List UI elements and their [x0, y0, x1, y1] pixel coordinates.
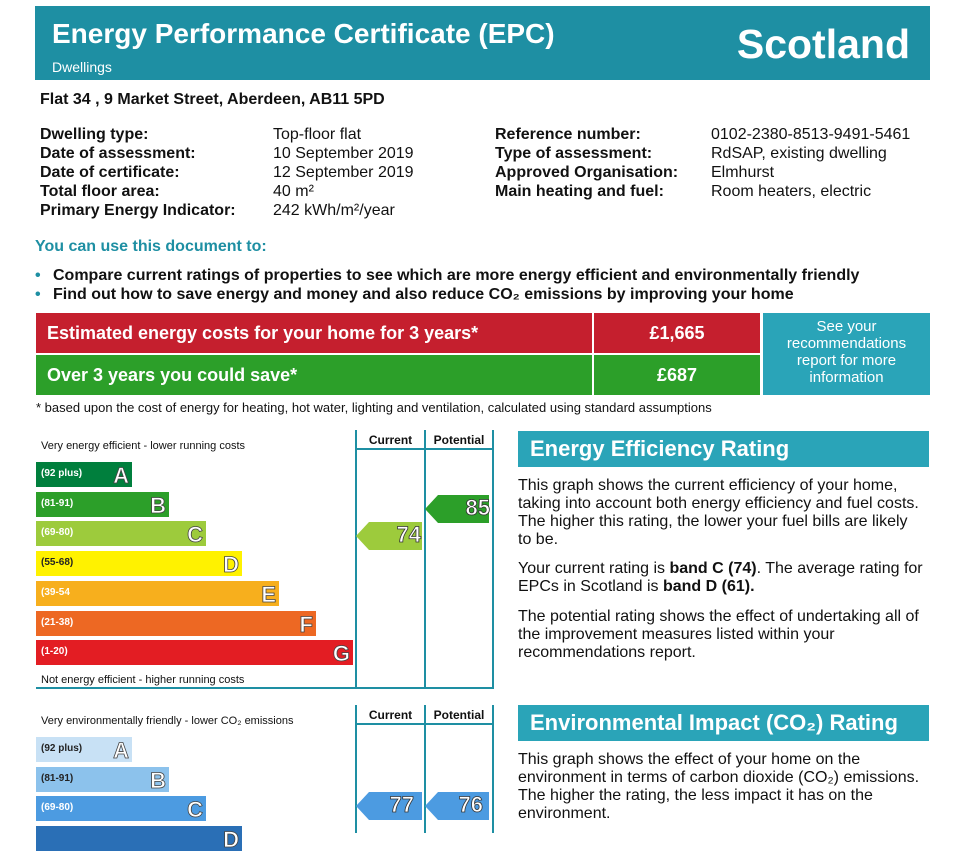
detail-label: Total floor area: [40, 183, 160, 200]
savings-label: Over 3 years you could save* [47, 365, 298, 385]
detail-label: Reference number: [495, 126, 641, 143]
property-address: Flat 34 , 9 Market Street, Aberdeen, AB1… [40, 91, 385, 108]
band-range: (69-80) [41, 527, 74, 539]
detail-value: 40 m² [273, 183, 314, 200]
detail-value: Room heaters, electric [711, 183, 872, 200]
env-potential-rating-arrow [425, 792, 489, 820]
eir-heading: Environmental Impact (CO₂) Rating [518, 705, 929, 741]
rating-band-b: (81-91) B [36, 491, 169, 518]
energy-efficiency-chart: Very energy efficient - lower running co… [36, 430, 496, 692]
band-letter: A [113, 463, 130, 489]
col-current-header: Current [368, 433, 413, 447]
page-title: Energy Performance Certificate (EPC) [52, 18, 555, 49]
col-potential-header: Potential [433, 433, 485, 447]
band-range: (1-20) [41, 646, 68, 658]
env-col-current-header: Current [368, 708, 413, 722]
detail-label: Dwelling type: [40, 126, 149, 143]
rating-band-g: (1-20) G [36, 640, 353, 667]
detail-value: Elmhurst [711, 164, 775, 181]
potential-rating-value: 85 [465, 495, 490, 521]
detail-value: Top-floor flat [273, 126, 362, 143]
detail-label: Date of assessment: [40, 145, 196, 162]
band-letter: C [187, 797, 204, 823]
rating-band-a: (92 plus) A [36, 462, 132, 489]
estimated-costs-value: £1,665 [594, 313, 760, 353]
band-range: (92 plus) [41, 468, 83, 479]
band-letter: F [299, 611, 313, 637]
env-current-rating-arrow [356, 792, 422, 820]
savings-value: £687 [594, 355, 760, 395]
rating-band-f: (21-38) F [36, 610, 316, 637]
estimated-costs-label: Estimated energy costs for your home for… [47, 323, 479, 343]
detail-label: Primary Energy Indicator: [40, 202, 236, 219]
recommendations-note: See your recommendations report for more… [763, 313, 930, 395]
country-label: Scotland [736, 21, 910, 67]
detail-value: 10 September 2019 [273, 145, 414, 162]
band-range: (92 plus) [41, 743, 83, 754]
env-col-potential-header: Potential [433, 708, 485, 722]
eir-paragraph-1: This graph shows the effect of your home… [518, 751, 920, 822]
detail-label: Main heating and fuel: [495, 183, 664, 200]
detail-label: Type of assessment: [495, 145, 653, 162]
bullet-list: • Compare current ratings of properties t… [35, 266, 859, 304]
eer-heading: Energy Efficiency Rating [518, 431, 929, 467]
eer-paragraph-2: Your current rating is band C (74). The … [518, 560, 923, 595]
band-letter: G [332, 641, 350, 667]
rating-band-d: D [36, 826, 242, 853]
current-rating-value: 74 [396, 522, 421, 548]
page-subtitle: Dwellings [52, 59, 112, 75]
band-range: (81-91) [41, 497, 74, 509]
costs-footnote: * based upon the cost of energy for heat… [36, 400, 712, 415]
eer-paragraph-1: This graph shows the current efficiency … [518, 477, 919, 548]
rating-band-c: (69-80) C [36, 521, 206, 548]
band-range: (39-54 [41, 586, 70, 598]
rating-band-e: (39-54 E [36, 580, 279, 607]
env-chart-top-label: Very environmentally friendly - lower CO… [41, 715, 294, 727]
band-range: (21-38) [41, 616, 74, 628]
band-letter: B [150, 492, 167, 518]
estimated-costs-row: Estimated energy costs for your home for… [36, 313, 592, 353]
band-letter: A [113, 738, 130, 764]
band-letter: C [187, 522, 204, 548]
env-potential-rating-value: 76 [458, 792, 483, 818]
current-rating-arrow [356, 522, 422, 550]
rating-band-c: (69-80) C [36, 796, 206, 823]
list-item: • Compare current ratings of properties t… [35, 267, 860, 284]
rating-band-d: (55-68) D [36, 551, 242, 578]
band-range: (55-68) [41, 557, 74, 569]
detail-value: 0102-2380-8513-9491-5461 [711, 126, 911, 143]
environmental-impact-chart: Very environmentally friendly - lower CO… [36, 705, 496, 852]
band-letter: D [223, 827, 240, 853]
detail-value: 242 kWh/m²/year [273, 202, 395, 219]
chart-top-label: Very energy efficient - lower running co… [41, 440, 246, 452]
rating-band-a: (92 plus) A [36, 737, 132, 764]
potential-rating-arrow [425, 495, 489, 523]
band-range: (81-91) [41, 772, 74, 784]
detail-label: Approved Organisation: [495, 164, 679, 181]
savings-row: Over 3 years you could save* [36, 355, 592, 395]
list-item: • Find out how to save energy and money a… [35, 286, 794, 303]
eer-paragraph-3: The potential rating shows the effect of… [518, 608, 919, 661]
detail-value: 12 September 2019 [273, 164, 414, 181]
epc-header: Energy Performance Certificate (EPC) Dwe… [35, 6, 930, 80]
detail-value: RdSAP, existing dwelling [711, 145, 887, 162]
env-current-rating-value: 77 [389, 792, 414, 818]
chart-bottom-label: Not energy efficient - higher running co… [41, 674, 245, 686]
band-letter: E [261, 581, 276, 607]
detail-label: Date of certificate: [40, 164, 180, 181]
use-heading: You can use this document to: [35, 238, 267, 255]
rating-band-b: (81-91) B [36, 766, 169, 793]
band-range: (69-80) [41, 802, 74, 814]
band-letter: B [150, 767, 167, 793]
band-letter: D [223, 552, 240, 578]
